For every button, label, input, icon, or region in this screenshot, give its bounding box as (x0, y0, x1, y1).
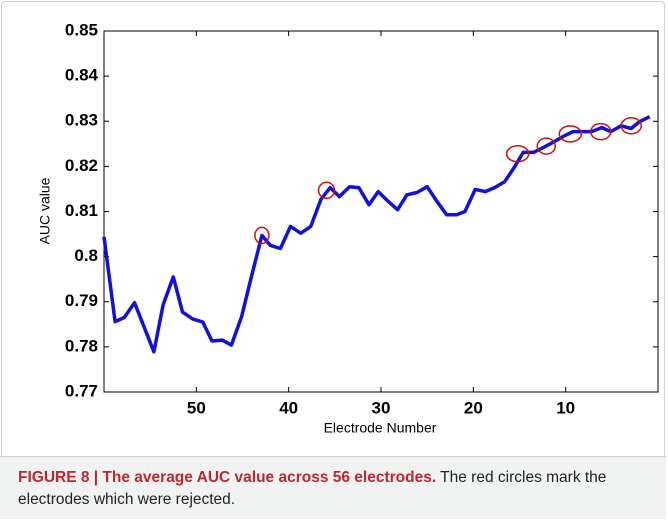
x-tick-label: 30 (372, 398, 391, 417)
caption-text: The red circles mark the electrodes whic… (18, 469, 607, 508)
caption: FIGURE 8 | The average AUC value across … (0, 456, 666, 519)
x-tick-label: 20 (464, 398, 483, 417)
y-tick-label: 0.84 (65, 66, 99, 85)
y-tick-label: 0.83 (65, 111, 98, 130)
x-tick-label: 40 (279, 398, 298, 417)
rejected-marker (317, 181, 336, 200)
rejected-marker (505, 144, 530, 163)
x-tick-label: 10 (556, 398, 575, 417)
rejected-marker (254, 226, 270, 245)
data-line (102, 115, 651, 354)
rejected-marker (620, 117, 642, 135)
y-tick-label: 0.77 (65, 381, 98, 400)
y-tick-label: 0.81 (65, 201, 98, 220)
y-tick-label: 0.78 (65, 336, 98, 355)
rejected-marker (590, 122, 612, 141)
chart: Electrode Number AUC value 0.77 0.78 0.79 0… (37, 20, 659, 436)
plot-area (103, 30, 659, 393)
x-tick-label: 50 (187, 398, 206, 417)
x-axis-label: Electrode Number (324, 420, 437, 436)
y-tick-label: 0.79 (65, 291, 98, 310)
caption-label: FIGURE 8 | The average AUC value across … (18, 469, 437, 486)
rejected-marker (558, 125, 583, 143)
rejected-marker (536, 137, 557, 155)
y-tick-label: 0.82 (65, 156, 98, 175)
y-tick-label: 0.85 (65, 20, 98, 39)
y-tick-label: 0.8 (74, 246, 98, 265)
y-axis-label: AUC value (37, 177, 53, 244)
